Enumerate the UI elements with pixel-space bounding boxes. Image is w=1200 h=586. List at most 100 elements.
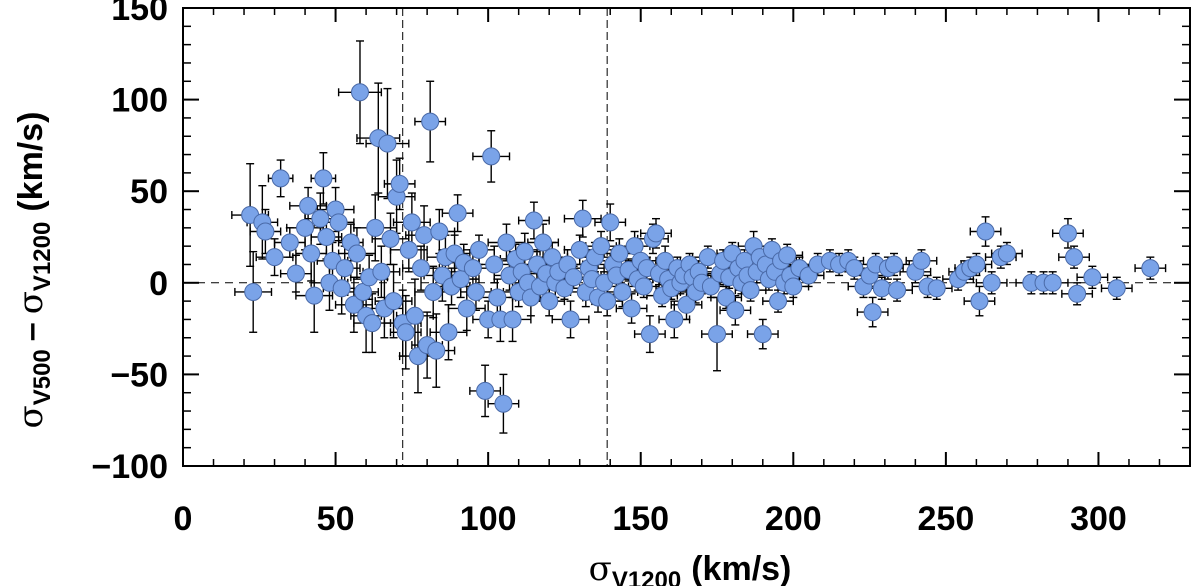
- data-point: [286, 264, 305, 283]
- data-point: [421, 112, 440, 131]
- data-point: [335, 259, 354, 278]
- x-axis-ticks: 0 50 100 150 200 250 300: [174, 8, 1161, 538]
- data-point: [1068, 284, 1087, 303]
- data-point: [463, 259, 482, 278]
- data-point: [329, 213, 348, 232]
- data-point: [1107, 279, 1126, 298]
- data-point: [701, 277, 720, 296]
- data-point: [561, 310, 580, 329]
- data-point: [488, 288, 507, 307]
- data-point: [613, 282, 632, 301]
- x-tick-label: 0: [174, 500, 193, 538]
- data-point: [497, 233, 516, 252]
- data-point: [1065, 248, 1084, 267]
- error-bars: [231, 40, 1167, 434]
- data-point: [863, 303, 882, 322]
- data-point: [967, 255, 986, 274]
- data-point: [601, 213, 620, 232]
- y-tick-label: 100: [111, 82, 168, 120]
- data-point: [317, 228, 336, 246]
- data-point: [845, 259, 864, 278]
- x-tick-label: 300: [1070, 500, 1127, 538]
- data-point: [332, 279, 351, 298]
- data-point: [363, 314, 382, 333]
- data-point: [769, 292, 788, 311]
- data-point: [405, 306, 424, 325]
- data-point: [384, 292, 403, 311]
- y-tick-label: −50: [110, 356, 168, 394]
- data-point: [1043, 273, 1062, 292]
- data-point: [592, 237, 611, 256]
- x-axis-title: σV1200 (km/s): [589, 549, 792, 586]
- data-point: [430, 222, 449, 241]
- data-point: [997, 244, 1016, 263]
- x-tick-label: 250: [918, 500, 975, 538]
- data-point: [640, 325, 659, 344]
- data-point: [448, 204, 467, 223]
- data-point: [970, 292, 989, 311]
- data-point: [244, 282, 263, 301]
- data-point: [982, 273, 1001, 292]
- data-point: [741, 281, 760, 300]
- data-point: [885, 255, 904, 274]
- data-point: [466, 282, 485, 301]
- data-point: [476, 381, 495, 400]
- data-point: [888, 281, 907, 300]
- data-point: [256, 222, 275, 241]
- data-point: [503, 310, 522, 329]
- data-point: [494, 394, 513, 413]
- data-point: [302, 244, 321, 263]
- data-point: [347, 244, 366, 263]
- data-point: [540, 292, 559, 311]
- data-point: [366, 218, 385, 237]
- data-point: [534, 233, 553, 252]
- data-point: [1083, 268, 1102, 287]
- data-point: [427, 341, 446, 360]
- data-point: [677, 295, 696, 314]
- x-axis-subscript: V1200: [612, 567, 681, 586]
- data-point: [469, 240, 488, 259]
- y-axis-subscript-b: V1200: [29, 222, 56, 291]
- data-point: [424, 282, 443, 301]
- data-point: [305, 286, 324, 305]
- data-point: [314, 169, 333, 188]
- data-point: [708, 325, 727, 344]
- data-point: [564, 268, 583, 287]
- data-point: [717, 288, 736, 307]
- data-point: [372, 262, 391, 281]
- x-axis-symbol: σ: [589, 549, 612, 586]
- data-point: [573, 209, 592, 228]
- reference-lines: [183, 8, 1190, 466]
- data-point: [399, 240, 418, 259]
- data-point: [482, 147, 501, 166]
- data-point: [378, 134, 397, 153]
- y-axis-minus: –: [12, 322, 50, 341]
- data-point: [344, 295, 363, 314]
- data-point: [390, 174, 409, 193]
- data-point: [778, 246, 797, 265]
- y-axis-subscript-a: V500: [29, 349, 56, 405]
- plot-border: [182, 7, 1191, 467]
- y-tick-label: −100: [91, 448, 168, 486]
- x-tick-label: 100: [460, 500, 517, 538]
- data-point: [457, 299, 476, 318]
- data-point: [1058, 224, 1077, 243]
- data-point: [280, 233, 299, 252]
- data-point: [610, 244, 629, 263]
- x-tick-label: 200: [765, 500, 822, 538]
- data-point: [412, 259, 431, 278]
- data-point: [296, 218, 315, 237]
- data-point: [726, 301, 745, 320]
- data-point: [976, 222, 995, 241]
- data-point: [299, 196, 318, 215]
- data-point: [1141, 259, 1160, 278]
- data-point: [265, 248, 284, 267]
- data-point: [396, 323, 415, 342]
- data-point: [415, 226, 434, 245]
- data-point: [439, 323, 458, 342]
- data-point: [927, 279, 946, 298]
- data-point: [381, 229, 400, 248]
- y-axis-ticks: 150 100 50 0 −50 −100: [91, 0, 1190, 486]
- data-point: [646, 224, 665, 243]
- y-axis-symbol-a: σ: [11, 405, 51, 428]
